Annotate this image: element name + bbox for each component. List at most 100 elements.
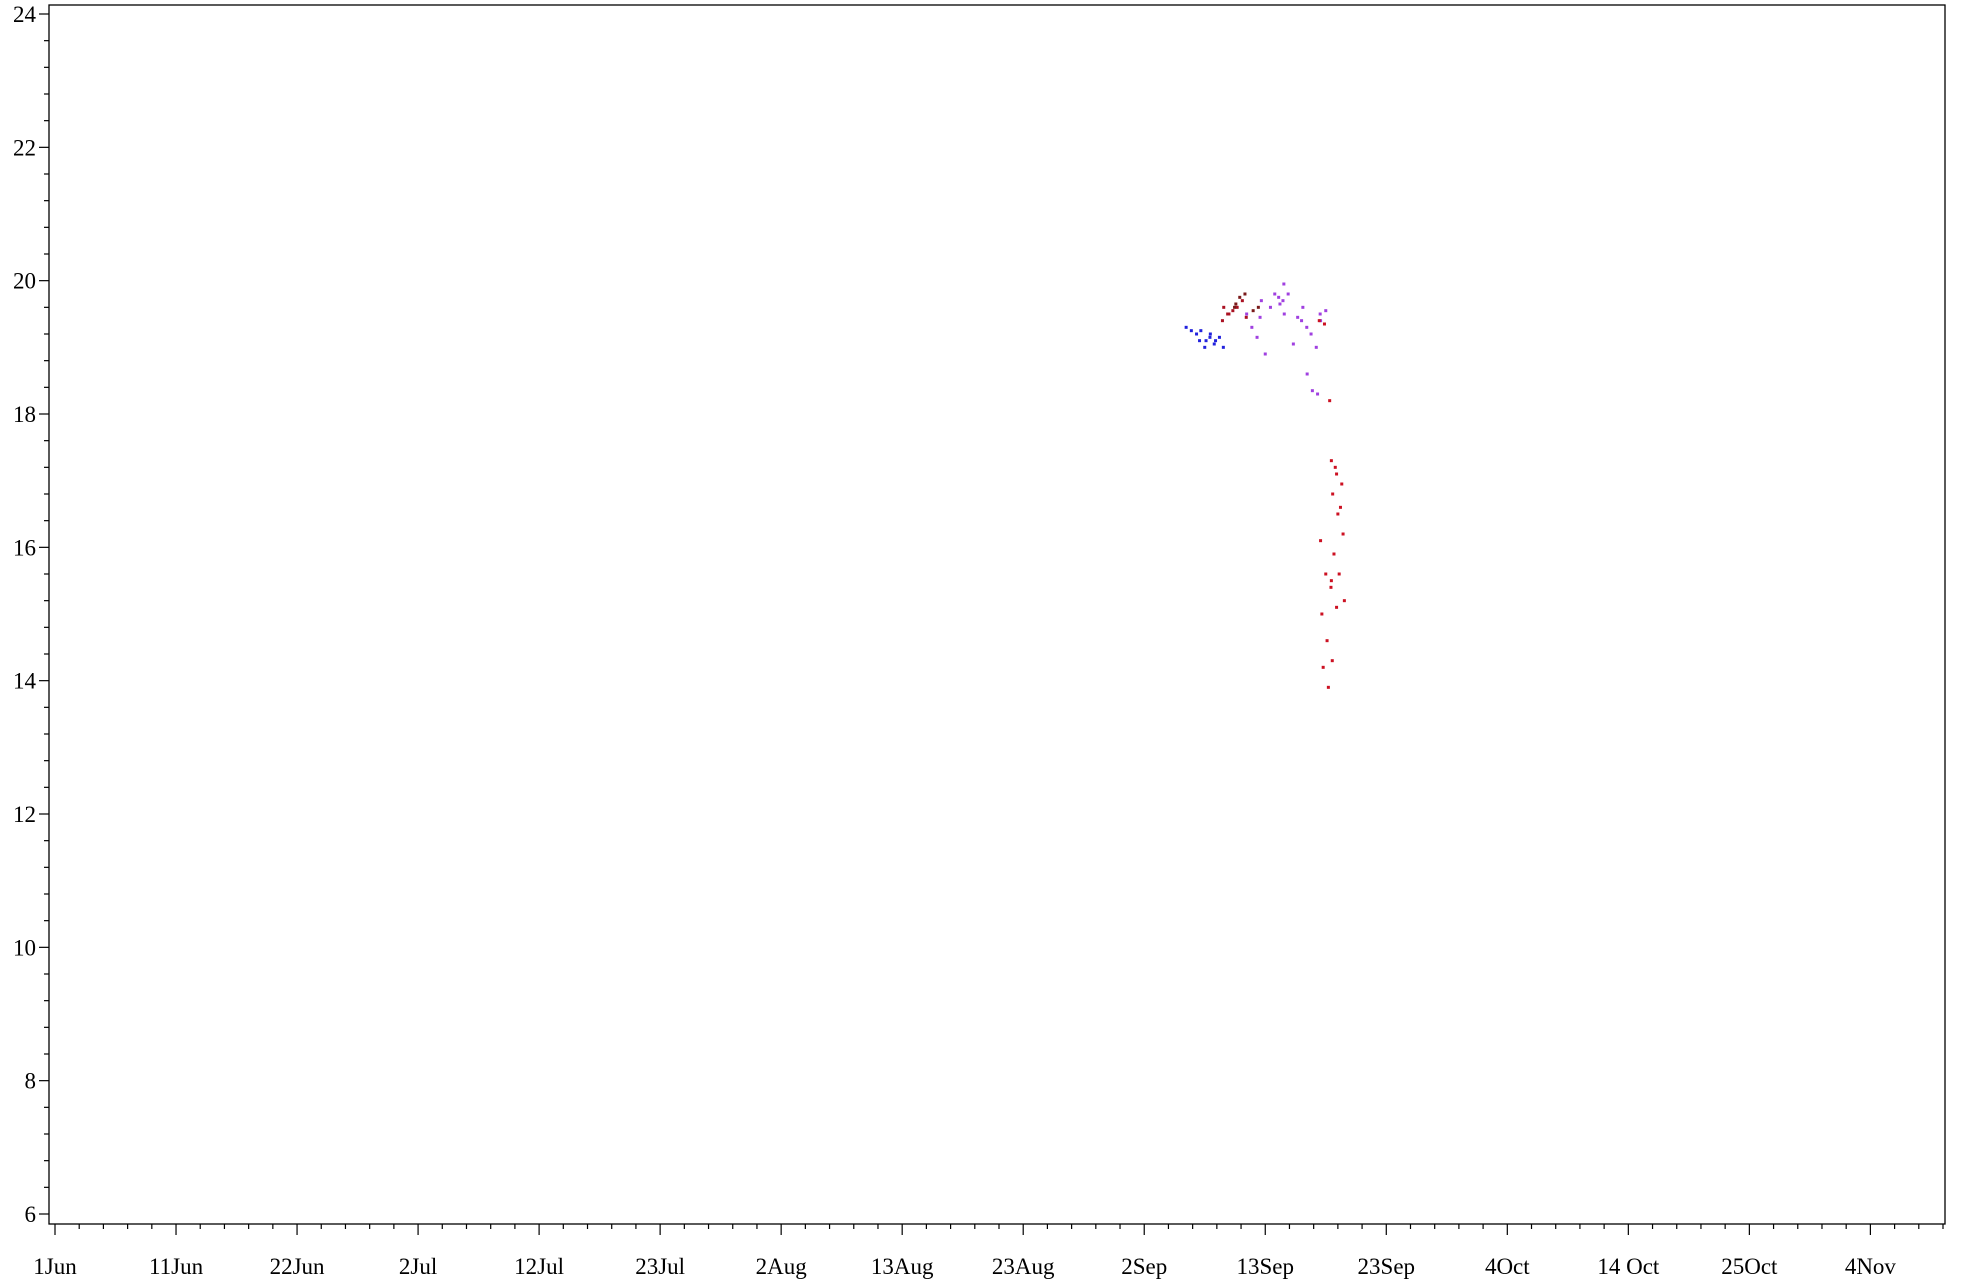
x-tick-label: 12Jul [514,1254,564,1279]
series-0-points [1184,325,1225,349]
data-point [1340,482,1344,486]
data-point [1336,512,1340,516]
data-point [1324,572,1328,576]
data-point [1212,342,1216,346]
data-point [1189,329,1193,333]
data-point [1330,659,1334,663]
data-point [1317,319,1321,323]
data-point [1208,335,1212,339]
x-tick-label: 2Jul [399,1254,437,1279]
data-point [1282,312,1286,316]
data-point [1184,325,1188,329]
data-point [1305,325,1309,329]
x-tick-label: 23Sep [1358,1254,1416,1279]
y-tick-label: 8 [25,1069,37,1094]
x-tick-label: 13Aug [871,1254,934,1279]
data-point [1256,305,1260,309]
data-point [1310,389,1314,393]
y-axis: 6 8 10 12 14 16 18 20 22 24 [13,2,49,1227]
data-point [1221,345,1225,349]
data-point [1203,345,1207,349]
data-point [1320,612,1324,616]
y-tick-label: 22 [13,135,36,160]
x-tick-label: 4Oct [1485,1254,1530,1279]
data-point [1342,599,1346,603]
data-point [1250,325,1254,329]
data-point [1199,329,1203,333]
data-point [1281,299,1285,303]
data-point [1316,392,1320,396]
x-tick-label: 4Nov [1845,1254,1897,1279]
data-point [1208,332,1212,336]
data-point [1259,299,1263,303]
x-tick-label: 2Sep [1121,1254,1167,1279]
data-point [1204,339,1208,343]
data-point [1321,665,1325,669]
x-tick-label: 1Jun [33,1254,77,1279]
data-point [1338,505,1342,509]
data-point [1326,685,1330,689]
series-1-points [1220,299,1248,323]
y-tick-label: 24 [13,2,37,27]
x-tick-label: 23Jul [635,1254,685,1279]
data-point [1332,552,1336,556]
data-point [1278,302,1282,306]
x-tick-label: 23Aug [992,1254,1055,1279]
data-point [1286,292,1290,296]
data-point [1263,352,1267,356]
data-point [1318,312,1322,316]
y-tick-label: 6 [25,1202,37,1227]
data-point [1301,305,1305,309]
data-point [1296,315,1300,319]
y-tick-label: 20 [13,269,36,294]
y-tick-label: 14 [13,669,37,694]
data-point [1300,319,1304,323]
data-point [1273,292,1277,296]
data-point [1282,282,1286,286]
data-point [1329,585,1333,589]
y-tick-label: 12 [13,802,36,827]
data-point [1233,305,1237,309]
data-point [1198,339,1202,343]
data-point [1341,532,1345,536]
data-point [1335,472,1339,476]
series-4-points [1317,319,1346,689]
series-2-points [1233,292,1260,313]
data-points [1184,282,1346,689]
data-point [1195,332,1199,336]
x-tick-label: 14 Oct [1597,1254,1660,1279]
data-point [1214,339,1218,343]
data-point [1240,299,1244,303]
data-point [1258,315,1262,319]
y-tick-label: 10 [13,935,36,960]
series-3-points [1245,282,1328,396]
data-point [1255,335,1259,339]
data-point [1291,342,1295,346]
data-point [1244,315,1248,319]
data-point [1220,319,1224,323]
data-point [1335,605,1339,609]
data-point [1331,492,1335,496]
data-point [1235,305,1239,309]
data-point [1243,292,1247,296]
data-point [1314,345,1318,349]
y-tick-label: 18 [13,402,36,427]
data-point [1245,312,1249,316]
x-tick-label: 13Sep [1237,1254,1295,1279]
data-point [1277,295,1281,299]
data-point [1231,309,1235,313]
data-point [1319,539,1323,543]
data-point [1328,399,1332,403]
data-point [1305,372,1309,376]
data-point [1222,305,1226,309]
data-point [1234,302,1238,306]
data-point [1251,309,1255,313]
x-tick-label: 22Jun [270,1254,325,1279]
data-point [1227,312,1231,316]
data-point [1309,332,1313,336]
x-tick-label: 25Oct [1721,1254,1778,1279]
plot-frame [48,4,1946,1225]
data-point [1337,572,1341,576]
data-point [1333,465,1337,469]
